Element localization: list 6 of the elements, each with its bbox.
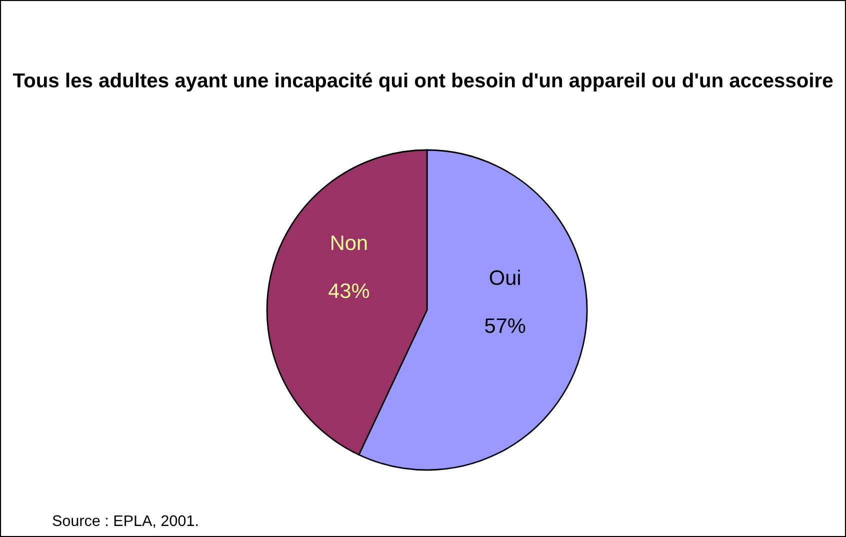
- data-label: 43%: [328, 283, 370, 298]
- slice-label: Oui: [490, 270, 520, 286]
- chart-title: Tous les adultes ayant une incapacité qui ont besoin d'un appareil ou d'un accessoire: [12, 72, 833, 92]
- source-note: Source : EPLA, 2001.: [52, 515, 198, 528]
- data-label: 57%: [485, 318, 526, 334]
- slice-label: Non: [332, 236, 367, 250]
